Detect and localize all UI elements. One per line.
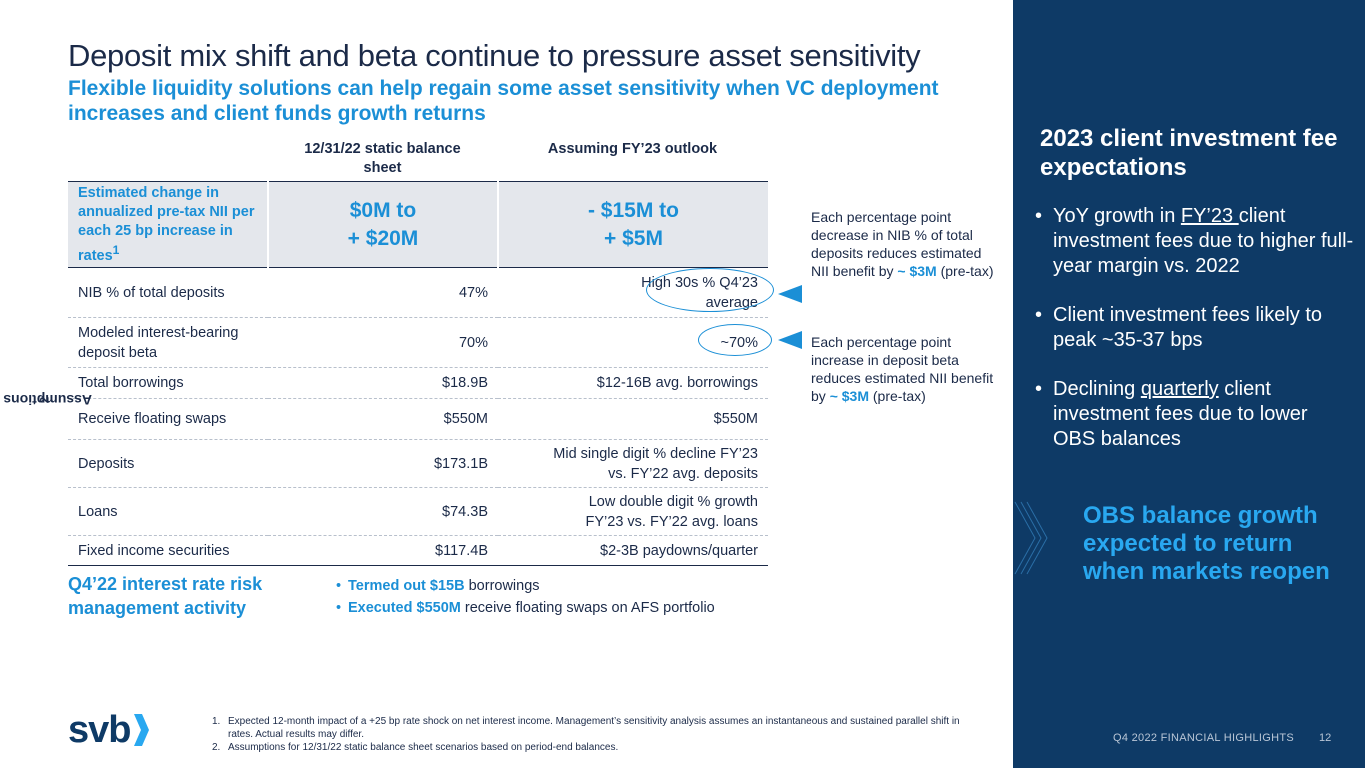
highlight-oval-beta: [698, 324, 772, 356]
highlight-label-text: Estimated change in annualized pre-tax N…: [78, 184, 255, 264]
table-row: Modeled interest-bearing deposit beta 70…: [68, 317, 768, 368]
list-item-text: receive floating swaps on AFS portfolio: [460, 600, 715, 616]
highlight-value-outlook-line1: - $15M to: [587, 198, 679, 222]
note-beta-suffix: (pre-tax): [872, 388, 926, 404]
row-value-outlook: $12-16B avg. borrowings: [498, 367, 768, 399]
highlight-label: Estimated change in annualized pre-tax N…: [68, 181, 268, 268]
highlight-value-static-line2: + $20M: [347, 226, 419, 250]
arrow-left-icon: [778, 331, 802, 349]
list-item-text: borrowings: [464, 578, 540, 594]
sidebar-bullet-text: YoY growth in: [1053, 205, 1181, 227]
highlight-oval-nib: [646, 268, 774, 312]
note-beta: Each percentage point increase in deposi…: [811, 333, 1001, 405]
table-row: Deposits $173.1B Mid single digit % decl…: [68, 439, 768, 488]
highlight-value-static-line1: $0M to: [349, 198, 417, 222]
note-beta-text: Each percentage point increase in deposi…: [811, 334, 994, 404]
footnote-text: Assumptions for 12/31/22 static balance …: [228, 742, 619, 753]
page-title: Deposit mix shift and beta continue to p…: [68, 38, 921, 73]
highlight-value-static: $0M to + $20M: [267, 181, 498, 268]
q4-activity-list: Termed out $15B borrowings Executed $550…: [336, 575, 715, 619]
footer-label: Q4 2022 FINANCIAL HIGHLIGHTS: [1113, 732, 1294, 744]
list-item-bold: Termed out $15B: [348, 578, 465, 594]
row-label: Loans: [68, 487, 268, 536]
logo-chevron-icon: [134, 714, 150, 746]
page-subtitle: Flexible liquidity solutions can help re…: [68, 77, 939, 125]
table-row: Total borrowings $18.9B $12-16B avg. bor…: [68, 367, 768, 399]
assumptions-label-text: Assumptions: [3, 392, 93, 409]
table-row-highlight: Estimated change in annualized pre-tax N…: [68, 181, 768, 268]
decorative-chevrons-icon: [1014, 501, 1048, 575]
sidebar-bullet-text: Declining: [1053, 378, 1141, 400]
footnote-number: 1.: [212, 716, 221, 727]
nii-sensitivity-table: Estimated change in annualized pre-tax N…: [68, 181, 768, 566]
note-nib-value: ~ $3M: [897, 263, 937, 279]
table-row: Loans $74.3B Low double digit % growth F…: [68, 487, 768, 536]
sidebar-bullet: Client investment fees likely to peak ~3…: [1035, 303, 1355, 353]
table-row: Fixed income securities $117.4B $2-3B pa…: [68, 535, 768, 566]
row-label: Modeled interest-bearing deposit beta: [68, 317, 268, 368]
row-label: NIB % of total deposits: [68, 267, 268, 318]
footnote-ref-1: 1: [112, 242, 120, 257]
note-nib-text: Each percentage point decrease in NIB % …: [811, 209, 982, 279]
row-value-static: 70%: [268, 317, 498, 368]
note-nib: Each percentage point decrease in NIB % …: [811, 208, 1001, 280]
sidebar-bullet-text: client investment fees due to lower OBS …: [1053, 378, 1308, 450]
sidebar-bullet: YoY growth in FY’23 client investment fe…: [1035, 204, 1355, 279]
main-content: Deposit mix shift and beta continue to p…: [0, 0, 1013, 768]
arrow-left-icon: [778, 285, 802, 303]
sidebar-bullet-underline: FY’23: [1180, 205, 1239, 227]
footnote-text: Expected 12-month impact of a +25 bp rat…: [228, 716, 960, 740]
footnote-1: 1. Expected 12-month impact of a +25 bp r…: [212, 715, 972, 741]
sidebar-title: 2023 client investment fee expectations: [1040, 125, 1338, 181]
row-label: Receive floating swaps: [68, 398, 268, 440]
sidebar-bullet: Declining quarterly client investment fe…: [1035, 377, 1355, 452]
row-value-static: $550M: [268, 398, 498, 440]
note-nib-suffix: (pre-tax): [940, 263, 994, 279]
row-value-outlook: $550M: [498, 398, 768, 440]
list-item: Executed $550M receive floating swaps on…: [336, 597, 715, 619]
svb-logo: svb: [68, 708, 150, 752]
assumptions-label: Assumptions 2: [4, 345, 93, 455]
footnote-2: 2. Assumptions for 12/31/22 static balanc…: [212, 741, 972, 754]
row-value-outlook: $2-3B paydowns/quarter: [498, 535, 768, 566]
note-beta-value: ~ $3M: [829, 388, 869, 404]
row-value-static: 47%: [268, 267, 498, 318]
list-item: Termed out $15B borrowings: [336, 575, 715, 597]
row-value-static: $117.4B: [268, 535, 498, 566]
logo-text: svb: [68, 708, 131, 751]
row-value-outlook-text: Mid single digit % decline FY’23 vs. FY’…: [553, 445, 758, 482]
column-header-static: 12/31/22 static balance sheet: [304, 141, 461, 176]
highlight-value-outlook-line2: + $5M: [604, 226, 663, 250]
q4-activity-title: Q4’22 interest rate risk management acti…: [68, 574, 263, 618]
row-value-static: $173.1B: [268, 439, 498, 488]
obs-callout: OBS balance growth expected to return wh…: [1083, 502, 1330, 585]
row-value-outlook: Low double digit % growth FY’23 vs. FY’2…: [498, 487, 768, 536]
list-item-bold: Executed $550M: [348, 600, 461, 616]
footnote-number: 2.: [212, 742, 221, 753]
footnotes: 1. Expected 12-month impact of a +25 bp r…: [212, 715, 972, 754]
row-value-outlook-text: Low double digit % growth FY’23 vs. FY’2…: [585, 493, 758, 530]
sidebar-bullet-text: client investment fees due to higher ful…: [1053, 205, 1354, 277]
row-label: Total borrowings: [68, 367, 268, 399]
row-value-outlook: Mid single digit % decline FY’23 vs. FY’…: [498, 439, 768, 488]
highlight-value-outlook: - $15M to + $5M: [497, 181, 768, 268]
row-value-static: $74.3B: [268, 487, 498, 536]
row-value-static: $18.9B: [268, 367, 498, 399]
page-number: 12: [1319, 732, 1332, 744]
row-label: Fixed income securities: [68, 535, 268, 566]
table-row: Receive floating swaps $550M $550M: [68, 398, 768, 440]
sidebar-panel: 2023 client investment fee expectations …: [1013, 0, 1365, 768]
sidebar-bullet-underline: quarterly: [1140, 378, 1219, 400]
sidebar-list: YoY growth in FY’23 client investment fe…: [1035, 204, 1355, 476]
row-label: Deposits: [68, 439, 268, 488]
column-header-outlook: Assuming FY’23 outlook: [547, 141, 718, 157]
